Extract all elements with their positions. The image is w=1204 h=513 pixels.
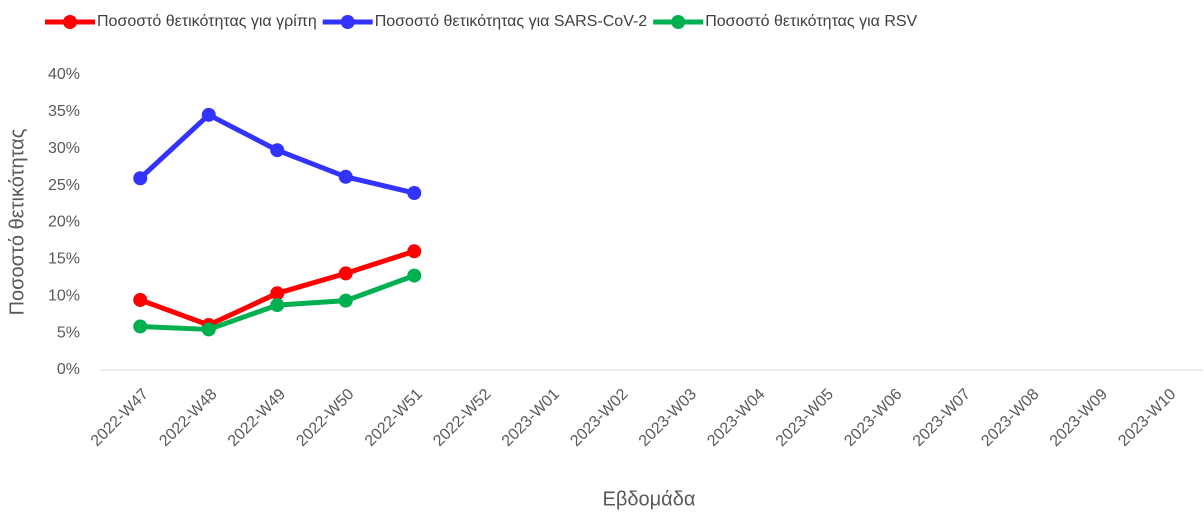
legend-marker [63,15,77,29]
point-marker [201,322,216,337]
y-tick-label: 40% [48,66,80,83]
x-tick-label: 2022-W50 [293,386,357,450]
y-tick-label: 30% [48,140,80,157]
x-tick-label: 2022-W49 [225,386,289,450]
y-tick-label: 5% [57,324,80,341]
point-marker [338,169,353,184]
x-tick-label: 2023-W03 [636,386,700,450]
point-marker [338,266,353,281]
legend-label: Ποσοστό θετικότητας για SARS-CoV-2 [375,13,648,30]
point-marker [133,319,148,334]
y-tick-label: 0% [57,361,80,378]
x-tick-label: 2022-W47 [88,386,152,450]
point-marker [407,186,422,200]
x-tick-label: 2023-W05 [773,386,837,450]
x-tick-label: 2022-W52 [430,386,494,450]
x-tick-label: 2023-W09 [1047,386,1111,450]
point-marker [133,171,148,186]
x-tick-label: 2022-W48 [156,386,220,450]
legend-marker [340,15,355,29]
x-tick-label: 2022-W51 [362,386,426,450]
point-marker [407,268,422,283]
point-marker [201,107,216,122]
x-axis-title: Εβδομάδα [603,488,696,510]
legend-marker [671,15,686,29]
y-tick-label: 25% [48,177,80,194]
y-tick-label: 10% [48,287,80,304]
point-marker [407,244,422,259]
x-tick-label: 2023-W01 [499,386,563,450]
y-tick-label: 35% [48,103,80,120]
point-marker [133,292,148,307]
point-marker [338,293,353,308]
x-tick-label: 2023-W04 [704,386,768,450]
point-marker [270,298,285,313]
x-tick-label: 2023-W07 [910,386,974,450]
y-axis-title: Ποσοστό θετικότητας [6,128,28,315]
x-tick-label: 2023-W02 [567,386,631,450]
point-marker [270,286,285,301]
y-tick-label: 15% [48,251,80,268]
y-tick-label: 20% [48,214,80,231]
x-tick-label: 2023-W06 [841,386,905,450]
x-tick-label: 2023-W10 [1115,386,1179,450]
legend-label: Ποσοστό θετικότητας για γρίπη [97,13,317,30]
x-tick-label: 2023-W08 [978,386,1042,450]
point-marker [270,143,285,158]
legend-label: Ποσοστό θετικότητας για RSV [705,13,917,30]
